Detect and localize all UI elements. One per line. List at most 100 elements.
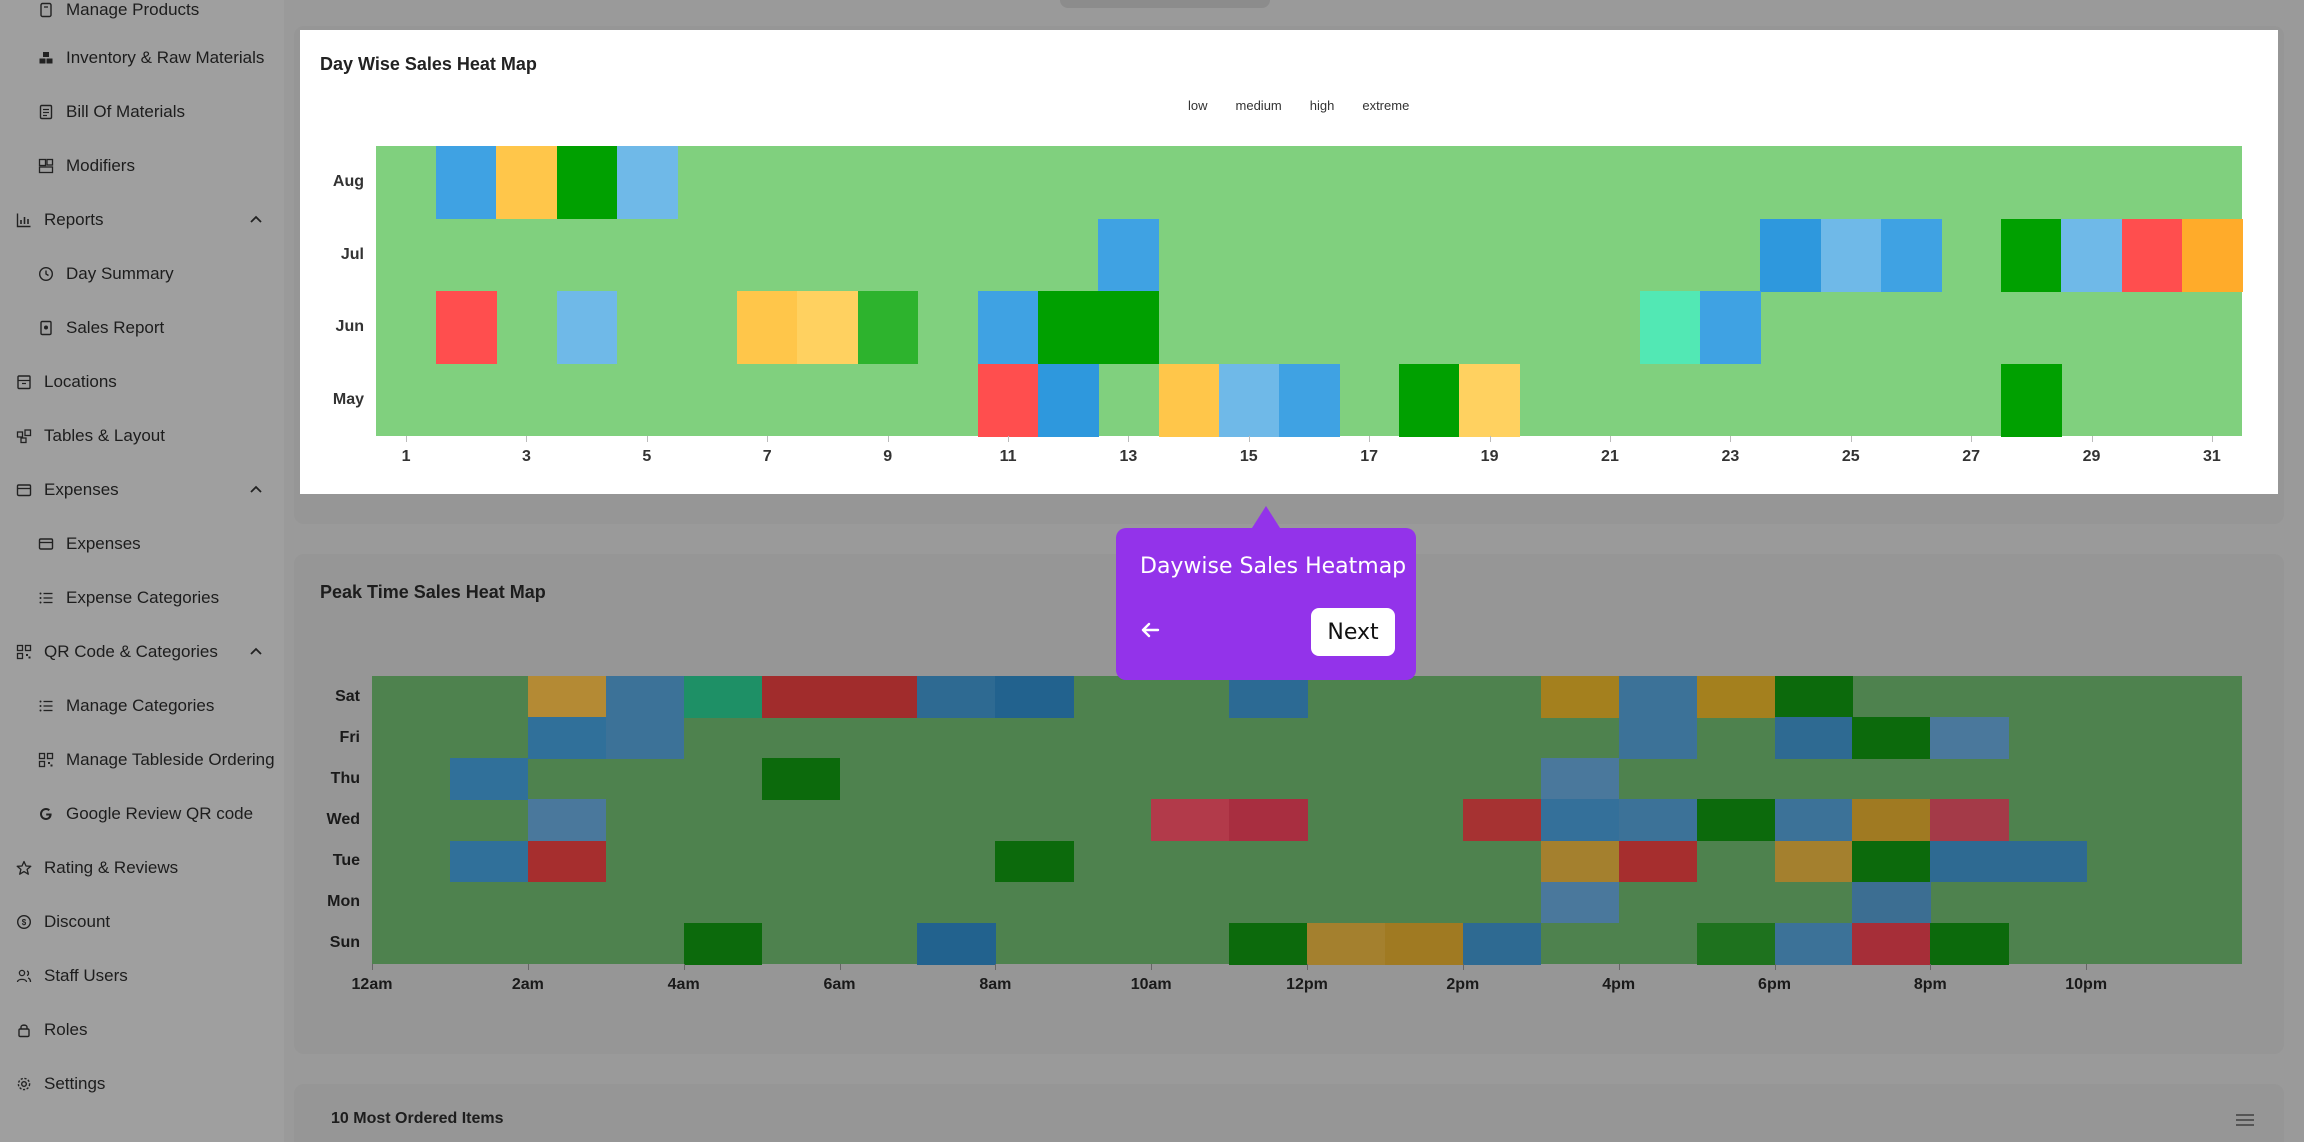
heatmap-cell[interactable] <box>797 291 859 365</box>
legend-high[interactable]: high <box>1309 98 1335 113</box>
heatmap-cell[interactable] <box>1540 881 1620 924</box>
heatmap-cell[interactable] <box>616 146 678 220</box>
heatmap-cell[interactable] <box>1930 717 2009 759</box>
heatmap-cell[interactable] <box>2061 218 2123 292</box>
heatmap-cell[interactable] <box>1459 363 1521 437</box>
sidebar-item-reports[interactable]: Reports <box>14 200 104 240</box>
heatmap-cell[interactable] <box>1774 676 1854 718</box>
heatmap-cell[interactable] <box>1852 717 1931 759</box>
sidebar-item-manage-products[interactable]: Manage Products <box>36 0 199 30</box>
chevron-up-icon[interactable] <box>248 644 264 660</box>
heatmap-cell[interactable] <box>2001 363 2062 437</box>
tour-next-button[interactable]: Next <box>1311 608 1395 656</box>
sidebar-item-modifiers[interactable]: Modifiers <box>36 146 135 186</box>
sidebar-item-expenses[interactable]: Expenses <box>14 470 119 510</box>
heatmap-cell[interactable] <box>1218 363 1280 437</box>
legend-low[interactable]: low <box>1188 98 1208 113</box>
heatmap-cell[interactable] <box>1852 881 1931 924</box>
heatmap-cell[interactable] <box>977 363 1039 437</box>
heatmap-cell[interactable] <box>449 840 529 883</box>
heatmap-cell[interactable] <box>683 922 763 965</box>
sidebar-item-settings[interactable]: Settings <box>14 1064 105 1104</box>
heatmap-cell[interactable] <box>1462 799 1542 842</box>
sidebar-item-locations[interactable]: Locations <box>14 362 117 402</box>
heatmap-cell[interactable] <box>1852 799 1931 842</box>
heatmap-cell[interactable] <box>1229 676 1308 718</box>
heatmap-cell[interactable] <box>1540 676 1620 718</box>
heatmap-cell[interactable] <box>2121 218 2183 292</box>
heatmap-cell[interactable] <box>1880 218 1942 292</box>
chevron-up-icon[interactable] <box>248 482 264 498</box>
heatmap-cell[interactable] <box>761 676 841 718</box>
heatmap-cell[interactable] <box>1930 922 2009 965</box>
heatmap-cell[interactable] <box>1229 922 1308 965</box>
heatmap-cell[interactable] <box>1774 840 1854 883</box>
heatmap-cell[interactable] <box>917 922 996 965</box>
heatmap-cell[interactable] <box>605 676 685 718</box>
heatmap-cell[interactable] <box>556 291 618 365</box>
heatmap-cell[interactable] <box>1307 922 1386 965</box>
sidebar-item-rating-reviews[interactable]: Rating & Reviews <box>14 848 178 888</box>
heatmap-cell[interactable] <box>1098 218 1160 292</box>
heatmap-cell[interactable] <box>1852 922 1931 965</box>
heatmap-cell[interactable] <box>449 758 529 801</box>
heatmap-cell[interactable] <box>683 676 763 718</box>
heatmap-cell[interactable] <box>1158 363 1220 437</box>
sidebar-item-google-review-qr-code[interactable]: Google Review QR code <box>36 794 253 834</box>
heatmap-cell[interactable] <box>436 146 497 220</box>
heatmap-cell[interactable] <box>496 146 558 220</box>
heatmap-cell[interactable] <box>1098 291 1160 365</box>
heatmap-cell[interactable] <box>737 291 798 365</box>
heatmap-cell[interactable] <box>1151 799 1230 842</box>
heatmap-cell[interactable] <box>839 676 919 718</box>
heatmap-cell[interactable] <box>1696 799 1776 842</box>
heatmap-cell[interactable] <box>556 146 618 220</box>
sidebar-item-day-summary[interactable]: Day Summary <box>36 254 174 294</box>
heatmap-cell[interactable] <box>1696 676 1776 718</box>
heatmap-cell[interactable] <box>527 840 607 883</box>
heatmap-cell[interactable] <box>527 676 607 718</box>
sidebar-item-expenses[interactable]: Expenses <box>36 524 141 564</box>
heatmap-cell[interactable] <box>1760 218 1822 292</box>
sidebar-item-expense-categories[interactable]: Expense Categories <box>36 578 219 618</box>
heatmap-cell[interactable] <box>761 758 841 801</box>
heatmap-cell[interactable] <box>2181 218 2243 292</box>
hamburger-menu-icon[interactable] <box>2236 1112 2254 1128</box>
sidebar-item-manage-categories[interactable]: Manage Categories <box>36 686 214 726</box>
sidebar-item-inventory-raw-materials[interactable]: Inventory & Raw Materials <box>36 38 264 78</box>
heatmap-cell[interactable] <box>1618 799 1698 842</box>
heatmap-cell[interactable] <box>917 676 996 718</box>
heatmap-cell[interactable] <box>1384 922 1464 965</box>
heatmap-cell[interactable] <box>1038 363 1099 437</box>
sidebar-item-bill-of-materials[interactable]: Bill Of Materials <box>36 92 185 132</box>
heatmap-cell[interactable] <box>527 717 607 759</box>
heatmap-cell[interactable] <box>1618 676 1698 718</box>
heatmap-cell[interactable] <box>527 799 607 842</box>
heatmap-cell[interactable] <box>995 840 1074 883</box>
heatmap-cell[interactable] <box>1852 840 1931 883</box>
sidebar-item-discount[interactable]: $ Discount <box>14 902 110 942</box>
heatmap-cell[interactable] <box>2008 840 2087 883</box>
heatmap-cell[interactable] <box>1540 840 1620 883</box>
heatmap-cell[interactable] <box>1774 717 1854 759</box>
sidebar-item-roles[interactable]: Roles <box>14 1010 87 1050</box>
heatmap-cell[interactable] <box>1229 799 1308 842</box>
sidebar-item-manage-tableside-ordering[interactable]: Manage Tableside Ordering <box>36 740 275 780</box>
heatmap-cell[interactable] <box>1640 291 1701 365</box>
heatmap-cell[interactable] <box>2001 218 2062 292</box>
heatmap-cell[interactable] <box>1540 799 1620 842</box>
heatmap-cell[interactable] <box>977 291 1039 365</box>
heatmap-cell[interactable] <box>1774 799 1854 842</box>
heatmap-cell[interactable] <box>995 676 1074 718</box>
heatmap-cell[interactable] <box>1930 840 2009 883</box>
heatmap-cell[interactable] <box>1462 922 1542 965</box>
heatmap-cell[interactable] <box>857 291 919 365</box>
heatmap-cell[interactable] <box>1399 363 1461 437</box>
heatmap-cell[interactable] <box>1930 799 2009 842</box>
heatmap-cell[interactable] <box>1278 363 1340 437</box>
legend-extreme[interactable]: extreme <box>1362 98 1410 113</box>
heatmap-cell[interactable] <box>605 717 685 759</box>
heatmap-cell[interactable] <box>436 291 497 365</box>
heatmap-cell[interactable] <box>1618 717 1698 759</box>
sidebar-item-sales-report[interactable]: Sales Report <box>36 308 164 348</box>
